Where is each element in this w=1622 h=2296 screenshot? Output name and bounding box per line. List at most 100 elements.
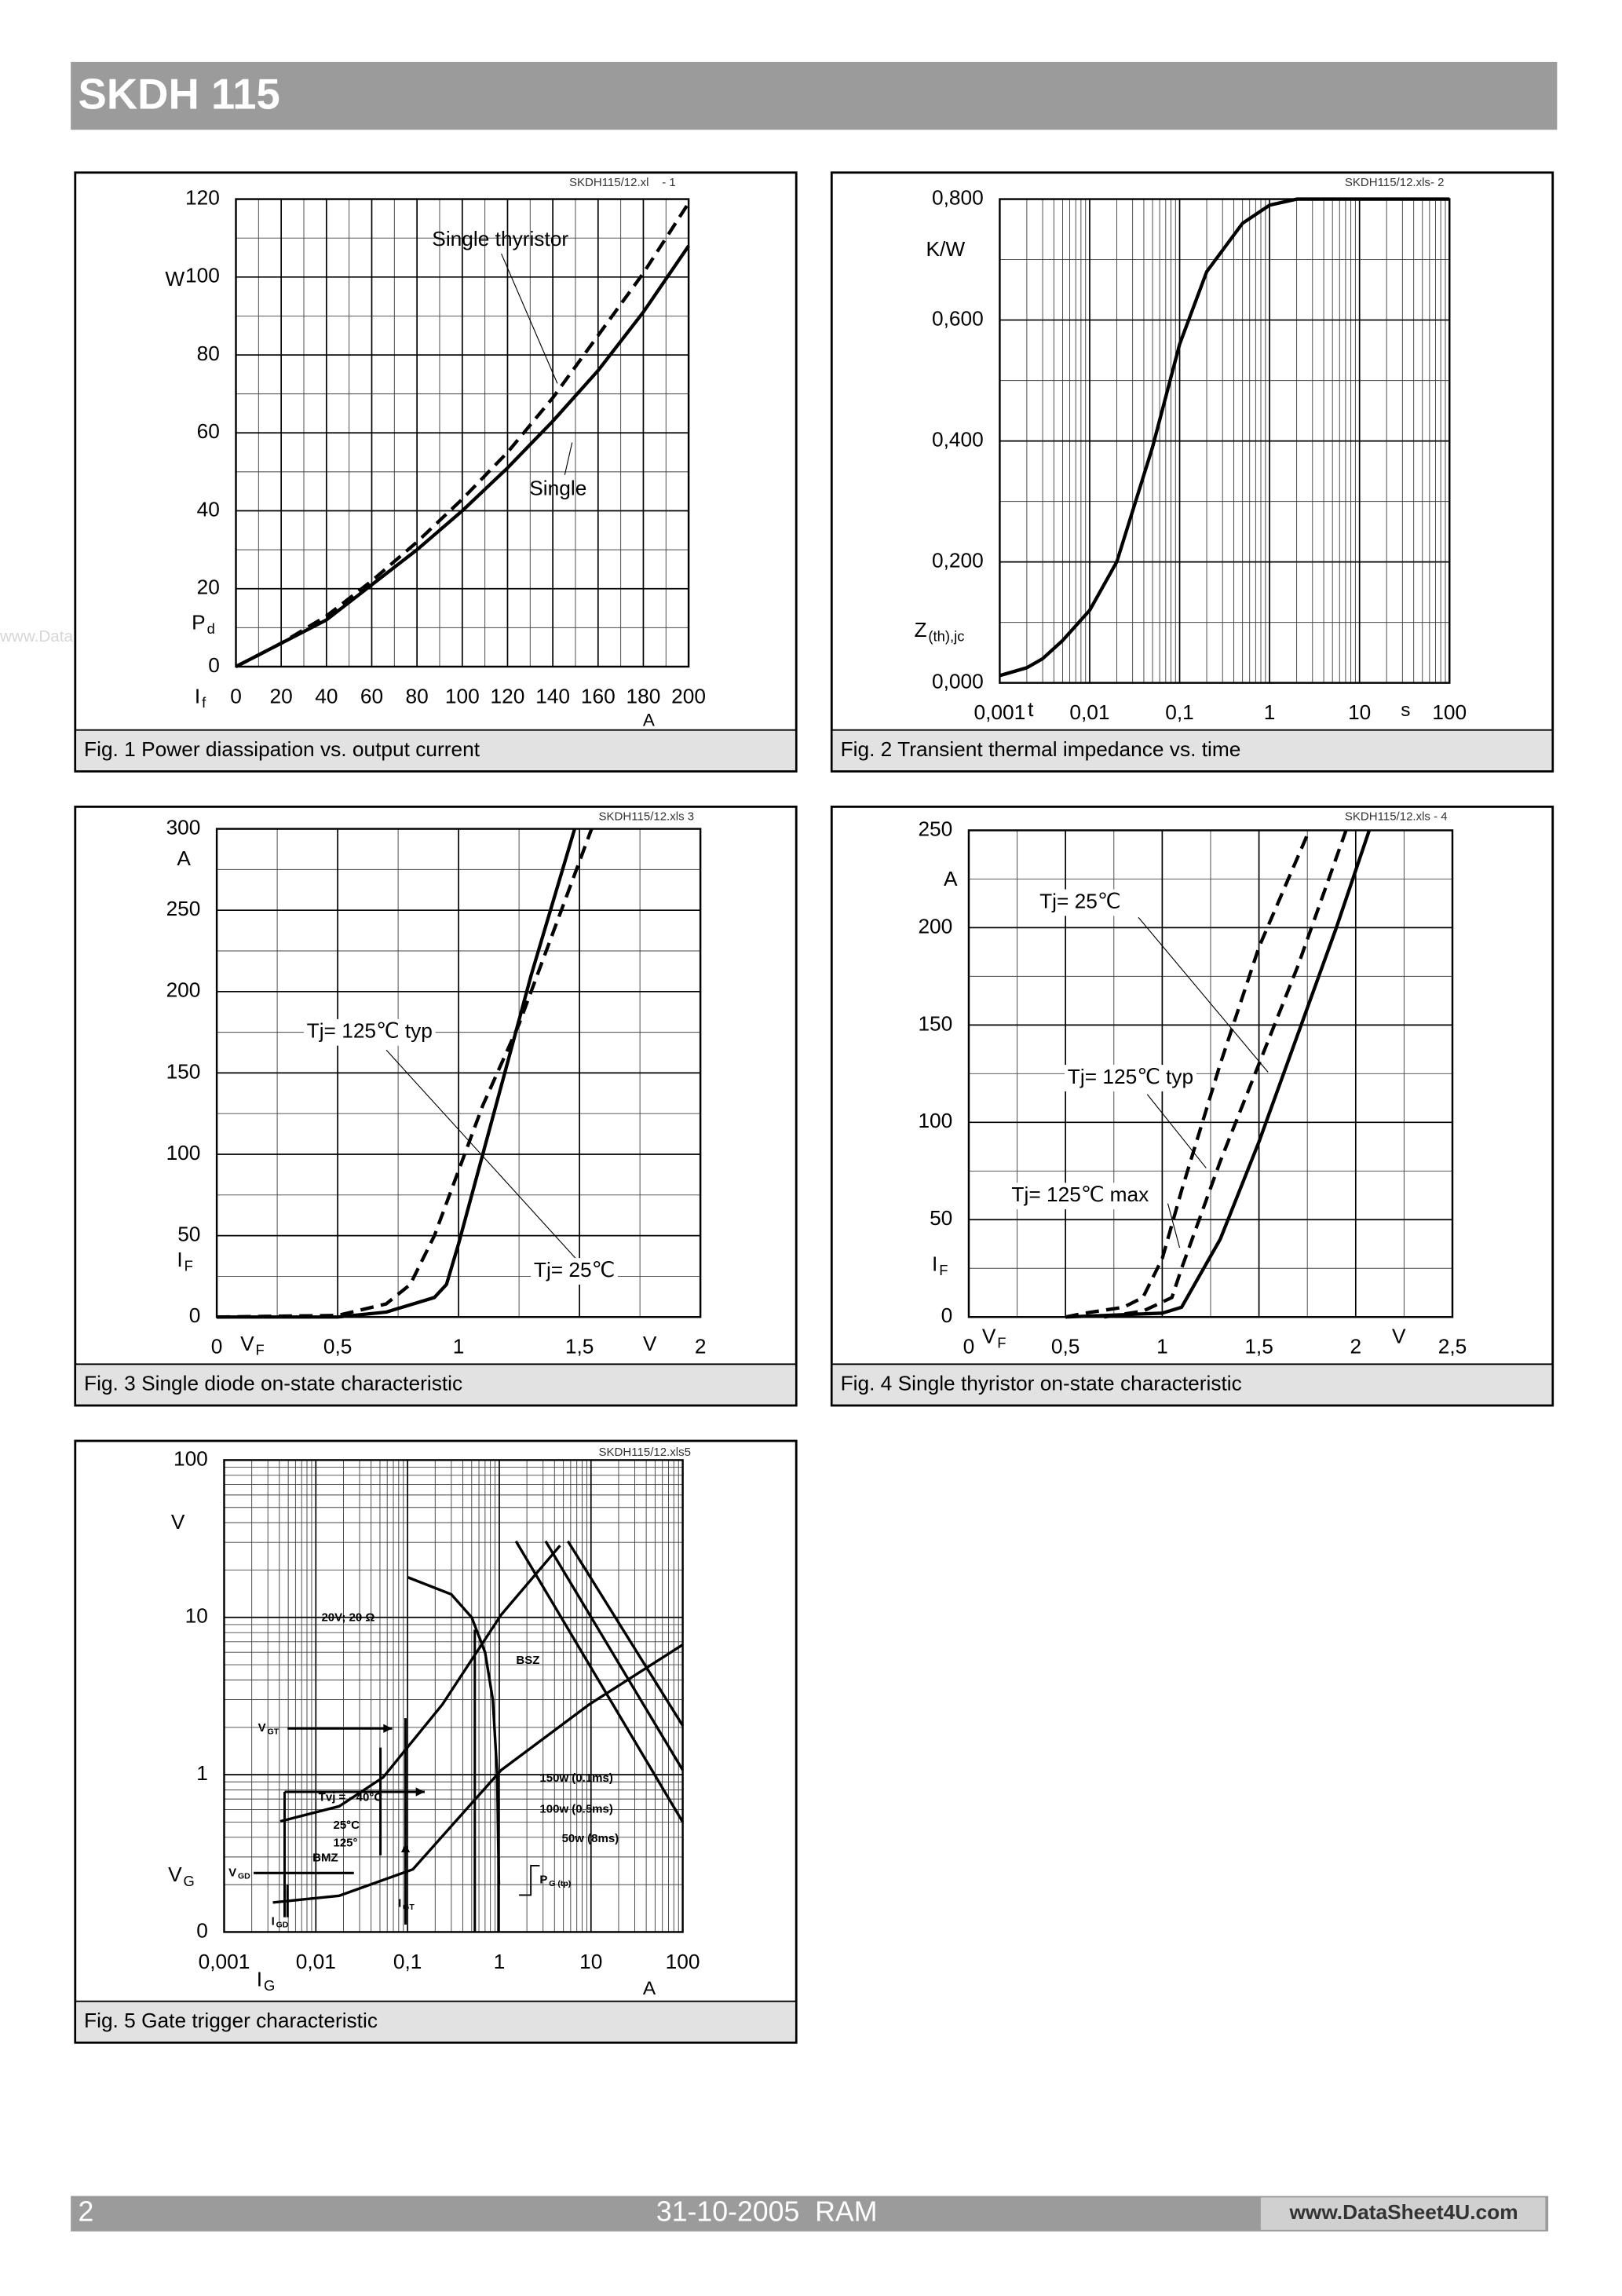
series-line [407, 1576, 501, 1885]
x-tick-label: 0 [963, 1335, 975, 1358]
x-tick-label: 1 [494, 1950, 506, 1973]
x-tick-label: 0,01 [296, 1950, 336, 1973]
series-line [235, 202, 690, 668]
footer-page: 2 [79, 2196, 94, 2228]
axis-annotation: W [165, 267, 184, 291]
axis-annotation-subscript: GD [276, 1921, 289, 1930]
axis-annotation: V [982, 1324, 996, 1347]
axis-annotation: V [168, 1863, 182, 1886]
x-tick-label: 1 [453, 1335, 465, 1358]
series-line [544, 1540, 685, 1771]
axis-annotation: BMZ [312, 1852, 338, 1865]
axis-annotation: Z [914, 618, 926, 642]
x-tick-label: 0,5 [323, 1335, 353, 1358]
axis-annotation-subscript: d [207, 620, 215, 637]
figure-frame [74, 1439, 798, 2044]
axis-annotation: s [1401, 700, 1410, 721]
axis-annotation: P [192, 610, 206, 634]
arrowhead [383, 1724, 393, 1733]
x-tick-label: 0,01 [1069, 700, 1109, 724]
series-label: 150w (0.1ms) [539, 1771, 612, 1785]
axis-annotation: V [240, 1332, 254, 1355]
axis-annotation: A [643, 1978, 656, 1999]
x-tick-label: 10 [1348, 700, 1371, 724]
axis-annotation-subscript: F [939, 1262, 948, 1278]
axis-annotation: A [643, 710, 655, 729]
arrowhead [415, 1787, 425, 1797]
pointer-line [564, 442, 573, 475]
axis-annotation: V [228, 1866, 236, 1879]
y-tick-label: 0,600 [932, 307, 984, 331]
x-tick-label: 2 [1350, 1335, 1361, 1358]
axis-annotation: V [258, 1721, 266, 1735]
axis-annotation-subscript: f [202, 694, 206, 711]
y-tick-label: 100 [174, 1446, 208, 1470]
x-tick-label: 120 [491, 684, 525, 707]
y-tick-label: 0,400 [932, 428, 984, 452]
y-tick-label: 0 [196, 1918, 208, 1942]
label-background [1036, 889, 1124, 916]
plot-border [967, 829, 1454, 1318]
x-tick-label: 1 [1156, 1335, 1168, 1358]
x-tick-label: 1,5 [1244, 1335, 1273, 1358]
y-tick-label: 0 [208, 653, 220, 677]
y-tick-label: 200 [918, 914, 952, 938]
axis-annotation: I [195, 684, 200, 707]
source-ref: SKDH115/12.xls5 [599, 1446, 691, 1459]
y-tick-label: 10 [185, 1604, 208, 1628]
figure-caption: Fig. 4 Single thyristor on-state charact… [841, 1372, 1242, 1395]
caption-band [76, 2001, 795, 2042]
axis-annotation: A [177, 846, 191, 870]
arrowhead [400, 1843, 411, 1853]
x-tick-label: 2 [695, 1335, 707, 1358]
footer-url: www.DataSheet4U.com [1288, 2200, 1518, 2224]
figure-frame [830, 805, 1554, 1407]
series-line [217, 828, 594, 1319]
pointer-line [1167, 1203, 1181, 1249]
y-tick-label: 0 [941, 1303, 953, 1327]
series-label: Single thyristor [432, 227, 568, 250]
caption-band [76, 1364, 795, 1405]
x-tick-label: 40 [315, 684, 338, 707]
x-tick-label: 0,5 [1051, 1335, 1080, 1358]
y-tick-label: 200 [166, 978, 201, 1002]
series-label: Tj= 125℃ typ [1068, 1065, 1193, 1088]
axis-annotation: Tvj = - 40°C [319, 1790, 383, 1804]
label-background [1008, 1183, 1153, 1210]
y-tick-label: 60 [197, 419, 220, 443]
x-tick-label: 100 [1432, 700, 1467, 724]
axis-annotation-subscript: (th),jc [928, 628, 964, 645]
axis-annotation: A [944, 867, 958, 890]
plot-border [999, 198, 1451, 684]
axis-annotation: I [177, 1248, 182, 1271]
caption-band [832, 729, 1552, 770]
y-tick-label: 100 [166, 1141, 201, 1164]
series-label: 50w (8ms) [562, 1832, 619, 1845]
y-tick-label: 50 [930, 1206, 952, 1230]
y-tick-label: 20 [197, 576, 220, 599]
x-tick-label: 0 [211, 1335, 223, 1358]
x-tick-label: 1 [1264, 700, 1276, 724]
series-line [514, 1540, 685, 1823]
x-tick-label: 200 [671, 684, 706, 707]
axis-annotation-subscript: F [184, 1258, 193, 1274]
footer-url-box [1260, 2197, 1546, 2230]
x-tick-label: 2,5 [1438, 1335, 1467, 1358]
axis-annotation-subscript: GD [238, 1872, 250, 1881]
x-tick-label: 100 [666, 1950, 700, 1973]
axis-annotation: 125° [333, 1837, 357, 1850]
y-tick-label: 1 [196, 1761, 208, 1785]
series-label: Single [529, 477, 586, 500]
axis-annotation-subscript: G [264, 1977, 275, 1994]
series-label: Tj= 125℃ max [1011, 1183, 1149, 1206]
series-line [217, 828, 577, 1319]
axis-annotation: P [539, 1874, 547, 1887]
y-tick-label: 50 [177, 1223, 200, 1246]
axis-annotation-subscript: GT [403, 1903, 415, 1912]
y-tick-label: 150 [166, 1059, 201, 1083]
series-line [999, 197, 1450, 678]
pointer-line [1146, 1094, 1207, 1168]
axis-annotation: t [1028, 697, 1034, 721]
